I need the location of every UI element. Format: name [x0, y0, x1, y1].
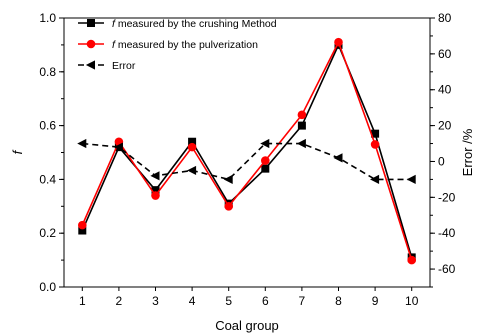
x-tick-label: 3 — [152, 294, 159, 308]
series-2-point — [150, 171, 160, 181]
series-1-point — [151, 191, 160, 200]
plot-frame — [63, 17, 431, 288]
y-left-tick-label: 0.8 — [39, 65, 56, 79]
series-2-point — [113, 142, 123, 152]
series-2-point — [186, 165, 197, 176]
series-1-point — [370, 140, 380, 149]
y-left-tick-label: 0.2 — [39, 226, 56, 240]
y-left-tick-label: 1.0 — [39, 11, 56, 25]
series-2-point — [260, 138, 270, 149]
x-axis-title: Coal group — [215, 318, 279, 333]
y-right-tick-label: -60 — [438, 262, 456, 276]
x-tick-label: 9 — [372, 294, 379, 308]
y-left-tick-label: 0.4 — [39, 172, 56, 186]
y-left-axis-title: f — [10, 149, 25, 154]
x-tick-label: 2 — [116, 294, 123, 308]
legend-label: f measured by the crushing Method — [112, 18, 277, 30]
series-2-point — [77, 138, 87, 149]
series-1-point — [78, 220, 87, 230]
legend-marker — [87, 19, 95, 27]
axes: 1 2 3 4 5 6 7 8 9 10 0.0 0.2 0.4 0.6 0.8 1.0 -60 -40 -20 0 2… — [10, 11, 475, 333]
series-0 — [78, 40, 416, 262]
series-0-line — [81, 42, 413, 258]
series-2-point — [406, 174, 416, 185]
series-1-point — [187, 142, 197, 152]
legend-label-italic: f — [112, 18, 116, 30]
legend-label: f measured by the pulverization — [112, 39, 258, 51]
y-right-tick-label: 0 — [438, 154, 445, 168]
legend-label-text: measured by the crushing Method — [115, 18, 277, 30]
y-right-tick-label: 80 — [438, 11, 452, 25]
series-1-point — [224, 202, 233, 211]
series-0-point — [261, 164, 270, 173]
y-right-tick-label: -40 — [438, 226, 456, 240]
y-right-tick-label: 20 — [438, 119, 452, 133]
series-2-point — [369, 174, 380, 185]
series-1-line — [81, 40, 413, 261]
x-tick-label: 10 — [405, 294, 419, 308]
y-right-tick-label: -20 — [438, 190, 456, 204]
x-tick-label: 7 — [299, 294, 306, 308]
series-1-point — [407, 255, 417, 265]
legend-item-1: f measured by the pulverization — [78, 39, 258, 51]
legend-marker — [85, 60, 95, 70]
x-tick-label: 4 — [189, 294, 196, 308]
legend-item-0: f measured by the crushing Method — [78, 18, 277, 30]
series-2-point — [296, 138, 306, 149]
legend-label: Error — [112, 60, 136, 72]
x-tick-label: 5 — [225, 294, 232, 308]
legend-item-2: Error — [78, 60, 136, 72]
series-2 — [77, 138, 416, 185]
series-1 — [78, 37, 417, 265]
legend-marker — [86, 39, 96, 49]
x-tick-label: 1 — [79, 294, 86, 308]
x-tick-label: 6 — [262, 294, 269, 308]
y-right-tick-label: 40 — [438, 83, 452, 97]
y-right-tick-label: 60 — [438, 47, 452, 61]
series-2-line — [82, 142, 412, 181]
legend-label-text: Error — [112, 60, 136, 72]
series-1-point — [297, 110, 307, 120]
series-2-point — [223, 174, 233, 185]
y-left-tick-label: 0.6 — [39, 119, 56, 133]
series-2-point — [333, 153, 343, 163]
series-1-point — [334, 37, 343, 47]
legend-label-text: measured by the pulverization — [115, 39, 258, 51]
series-1-point — [261, 156, 270, 165]
series-layer — [77, 37, 417, 265]
y-left-tick-label: 0.0 — [39, 280, 56, 294]
series-0-point — [297, 121, 306, 130]
legend-label-italic: f — [112, 39, 116, 51]
x-tick-label: 8 — [335, 294, 342, 308]
y-right-axis-title: Error /% — [460, 128, 475, 176]
